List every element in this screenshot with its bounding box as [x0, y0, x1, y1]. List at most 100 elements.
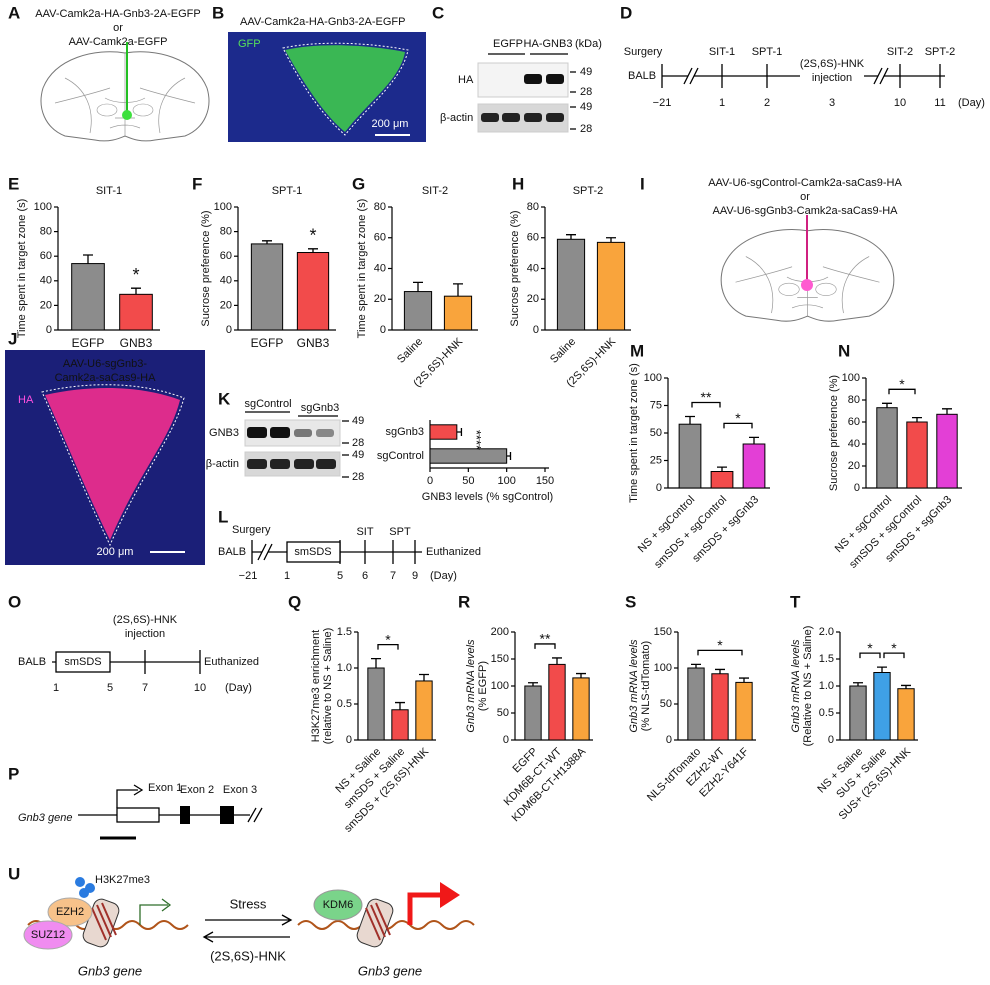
bar — [548, 663, 566, 741]
y-tick-label: 0 — [666, 734, 672, 746]
panel-label: A — [8, 3, 20, 22]
exon-label: Exon 2 — [180, 784, 214, 796]
band — [546, 113, 564, 122]
y-tick-label: 25 — [650, 454, 662, 466]
exon — [116, 807, 160, 823]
protein-label: KDM6 — [323, 899, 354, 911]
row-label: HA — [458, 74, 474, 86]
bar — [415, 680, 433, 741]
y-tick-label: sgControl — [377, 450, 424, 462]
significance: * — [867, 640, 873, 656]
strain: BALB — [628, 70, 656, 82]
panel-label: H — [512, 174, 524, 193]
bar — [71, 263, 105, 331]
y-tick-label: 0 — [533, 324, 539, 336]
panel-label: R — [458, 592, 470, 611]
bar — [429, 448, 508, 464]
y-axis-label: Gnb3 mRNA levels — [628, 639, 640, 733]
image-title: AAV-U6-sgGnb3- — [63, 358, 148, 370]
error-bar — [262, 240, 272, 244]
bar — [596, 241, 626, 331]
x-tick-label: GNB3 — [297, 336, 330, 350]
reaction-arrows — [202, 914, 293, 943]
error-bar — [528, 682, 538, 686]
day: 3 — [829, 97, 835, 109]
day: 2 — [764, 97, 770, 109]
bar — [443, 295, 473, 331]
unit-label: (Day) — [225, 682, 252, 694]
scale-label: 200 μm — [97, 546, 134, 558]
y-axis-label: (Relative to NS + Saline) — [802, 626, 814, 747]
band — [524, 113, 542, 122]
brain-section — [40, 51, 210, 142]
significance: * — [309, 226, 316, 246]
x-tick-label: EGFP — [251, 336, 284, 350]
error-bar — [606, 237, 616, 243]
error-bar — [506, 452, 512, 460]
bar — [524, 685, 542, 741]
day: 1 — [719, 97, 725, 109]
error-bar — [691, 663, 701, 668]
panel-label: Q — [288, 592, 301, 611]
suz12 — [23, 920, 73, 950]
kdm6 — [313, 889, 363, 921]
event: SPT — [389, 526, 411, 538]
region-outline — [282, 42, 409, 136]
chart-title: SIT-1 — [96, 185, 122, 197]
band — [502, 113, 520, 122]
row-label: GNB3 — [209, 427, 239, 439]
lane-label: HA-GNB3 — [524, 38, 573, 50]
significance: ** — [701, 389, 712, 405]
y-tick-label: 40 — [220, 275, 232, 287]
marker: 49 — [352, 449, 364, 461]
panel-label: I — [640, 174, 645, 193]
strong-transcription — [407, 892, 445, 925]
error-bar — [419, 673, 429, 681]
event: smSDS — [64, 656, 101, 668]
day: 1 — [53, 682, 59, 694]
panel-label: S — [625, 592, 636, 611]
error-bar — [685, 415, 695, 425]
x-tick-label: 150 — [536, 475, 554, 487]
error-bar — [942, 408, 952, 415]
y-tick-label: 20 — [374, 293, 386, 305]
error-bar — [749, 436, 759, 444]
day: 10 — [194, 682, 206, 694]
protein-label: SUZ12 — [31, 929, 65, 941]
chart-title: SPT-2 — [573, 185, 604, 197]
y-tick-label: 80 — [220, 226, 232, 238]
y-tick-label: 150 — [491, 653, 509, 665]
significance: **** — [469, 430, 484, 450]
exon-label: Exon 3 — [223, 784, 257, 796]
bar — [119, 293, 153, 331]
marker: 49 — [352, 415, 364, 427]
y-tick-label: 60 — [220, 250, 232, 262]
event: smSDS — [294, 546, 331, 558]
event: SIT — [356, 526, 373, 538]
timeline — [52, 650, 201, 674]
event: Euthanized — [204, 656, 259, 668]
y-tick-label: 40 — [848, 438, 860, 450]
y-tick-label: 80 — [374, 201, 386, 213]
band — [546, 74, 564, 84]
bar — [711, 673, 729, 741]
forward-label: Stress — [230, 896, 267, 911]
row-label: β-actin — [206, 458, 239, 470]
event: SPT-1 — [752, 46, 783, 58]
bar — [556, 238, 586, 331]
band — [481, 113, 499, 122]
significance-bracket — [697, 649, 743, 656]
image-title: AAV-Camk2a-HA-Gnb3-2A-EGFP — [240, 16, 405, 28]
day: 5 — [107, 682, 113, 694]
x-tick-label: EGFP — [72, 336, 105, 350]
bar — [897, 688, 915, 741]
day: 11 — [934, 97, 945, 109]
lane-label: sgControl — [244, 398, 291, 410]
lane-label: sgGnb3 — [301, 402, 340, 414]
exon-label: Exon 1 — [148, 782, 182, 794]
day: 7 — [142, 682, 148, 694]
panel-label: B — [212, 3, 224, 22]
bar — [296, 252, 330, 331]
scale-label: 200 μm — [372, 118, 409, 130]
